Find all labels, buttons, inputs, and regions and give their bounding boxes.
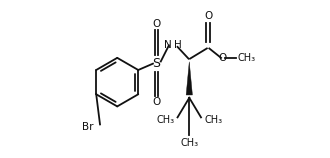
Text: O: O (219, 53, 227, 63)
Text: CH₃: CH₃ (204, 115, 222, 125)
Text: H: H (174, 40, 182, 50)
Text: O: O (152, 19, 160, 29)
Polygon shape (186, 62, 192, 95)
Text: CH₃: CH₃ (237, 53, 255, 63)
Text: CH₃: CH₃ (180, 138, 198, 148)
Text: O: O (152, 97, 160, 107)
Text: CH₃: CH₃ (156, 115, 174, 125)
Text: Br: Br (82, 122, 94, 132)
Text: S: S (152, 57, 160, 70)
Text: N: N (164, 40, 172, 50)
Text: O: O (204, 11, 212, 21)
